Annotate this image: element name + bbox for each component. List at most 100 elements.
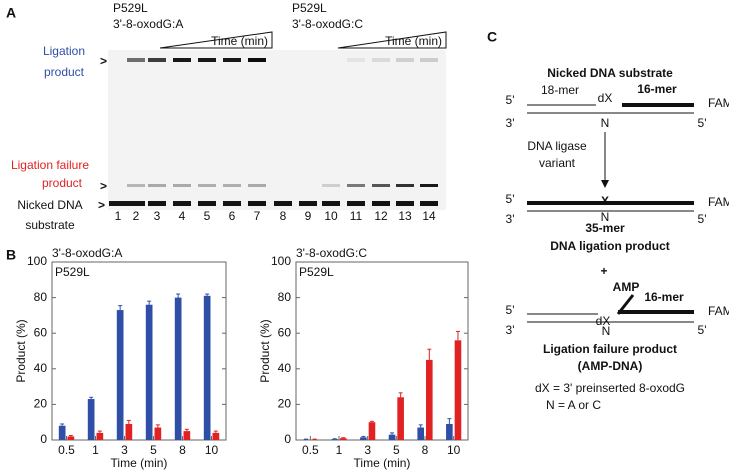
x-tick-label: 3: [364, 443, 371, 457]
gel-band: [148, 201, 166, 206]
strand-label: FAM: [708, 195, 729, 209]
bar: [331, 439, 338, 440]
y-tick-label: 40: [34, 361, 48, 375]
bar: [446, 423, 453, 440]
strand-label: AMP: [613, 280, 640, 294]
strand-end: 3': [506, 116, 515, 130]
x-axis-label: Time (min): [354, 456, 411, 470]
gel-band: [322, 201, 340, 206]
gel-band: [248, 184, 266, 187]
gel-band: [127, 201, 145, 206]
strand-label: N: [601, 116, 610, 130]
time-wedge: [337, 31, 447, 49]
band-arrow: >: [100, 179, 107, 193]
x-tick-label: 5: [393, 443, 400, 457]
gel-band: [420, 184, 438, 187]
strand-label: FAM: [708, 96, 729, 110]
lane-number: 4: [179, 209, 186, 223]
gel-header: 3'-8-oxodG:A: [113, 17, 183, 31]
gel-band: [198, 58, 216, 62]
bar: [87, 399, 95, 440]
lane-number: 12: [374, 209, 388, 223]
strand-end: 5': [698, 323, 707, 337]
gel-band: [347, 58, 365, 62]
y-tick-label: 60: [278, 325, 292, 339]
gel-band: [198, 184, 216, 187]
strand-label: 16-mer: [637, 82, 677, 96]
bar: [203, 295, 211, 440]
gel-band: [127, 58, 145, 62]
gel-bands: [109, 58, 438, 206]
gel-band: [198, 201, 216, 206]
strand-label: 35-mer: [585, 221, 625, 235]
lane-number: 9: [305, 209, 312, 223]
chart-title: 3'-8-oxodG:A: [52, 246, 122, 260]
chart-subtitle: P529L: [55, 265, 90, 279]
strand-end: 5': [506, 192, 515, 206]
bar: [360, 437, 367, 440]
product-label: DNA ligation product: [550, 239, 670, 253]
plot-frame: [295, 261, 469, 441]
y-tick-label: 80: [278, 290, 292, 304]
gel-band: [274, 201, 292, 206]
strand-end: 3': [506, 323, 515, 337]
lane-number: 14: [422, 209, 436, 223]
lane-number: 8: [280, 209, 287, 223]
x-axis-label: Time (min): [111, 456, 168, 470]
gel-header: 3'-8-oxodG:C: [292, 17, 363, 31]
gel-band: [248, 58, 266, 62]
gel-band: [372, 184, 390, 187]
panel-label: A: [6, 5, 16, 21]
gel-header: Time (min): [211, 34, 268, 48]
bar: [145, 304, 153, 440]
y-tick-label: 20: [278, 397, 292, 411]
bar: [183, 431, 191, 440]
x-tick-label: 10: [205, 443, 219, 457]
band-label: substrate: [25, 218, 75, 232]
gel-header: Time (min): [385, 34, 442, 48]
x-tick-label: 5: [150, 443, 157, 457]
lane-number: 3: [154, 209, 161, 223]
y-tick-label: 0: [40, 432, 47, 446]
lane-number: 1: [115, 209, 122, 223]
strand-end: 3': [506, 212, 515, 226]
lane-number: 6: [229, 209, 236, 223]
strand-end: 5': [506, 303, 515, 317]
lane-number: 11: [350, 209, 363, 223]
gel-band: [372, 201, 390, 206]
gel-band: [299, 201, 317, 206]
plus: +: [600, 264, 607, 278]
y-tick-label: 0: [284, 432, 291, 446]
gel-band: [420, 201, 438, 206]
bar: [340, 438, 347, 440]
gel-band: [173, 58, 191, 62]
band-label: product: [42, 176, 83, 190]
gel-band: [148, 184, 166, 187]
strand-label: X: [601, 194, 609, 208]
x-tick-label: 1: [336, 443, 343, 457]
bar: [58, 425, 66, 440]
bar: [311, 439, 318, 440]
panel-label: C: [487, 29, 497, 45]
bar: [212, 432, 220, 440]
strand-end: 5': [698, 116, 707, 130]
gel-band: [396, 201, 414, 206]
bar: [96, 432, 104, 440]
bar: [417, 427, 424, 440]
gel-band: [347, 184, 365, 187]
band-label: Ligation: [43, 44, 85, 58]
band-label: Nicked DNA: [17, 198, 82, 212]
plot-frame: [51, 261, 227, 441]
band-label: product: [44, 65, 85, 79]
gel-band: [248, 201, 266, 206]
bar: [454, 340, 462, 440]
strand-label: N: [601, 210, 610, 224]
bar: [125, 423, 133, 440]
strand-label: 18-mer: [541, 83, 579, 97]
arrow-head: [601, 180, 609, 188]
y-axis-label: Product (%): [14, 319, 28, 382]
bar: [368, 422, 376, 440]
gel-band: [173, 184, 191, 187]
gel: [108, 50, 446, 210]
